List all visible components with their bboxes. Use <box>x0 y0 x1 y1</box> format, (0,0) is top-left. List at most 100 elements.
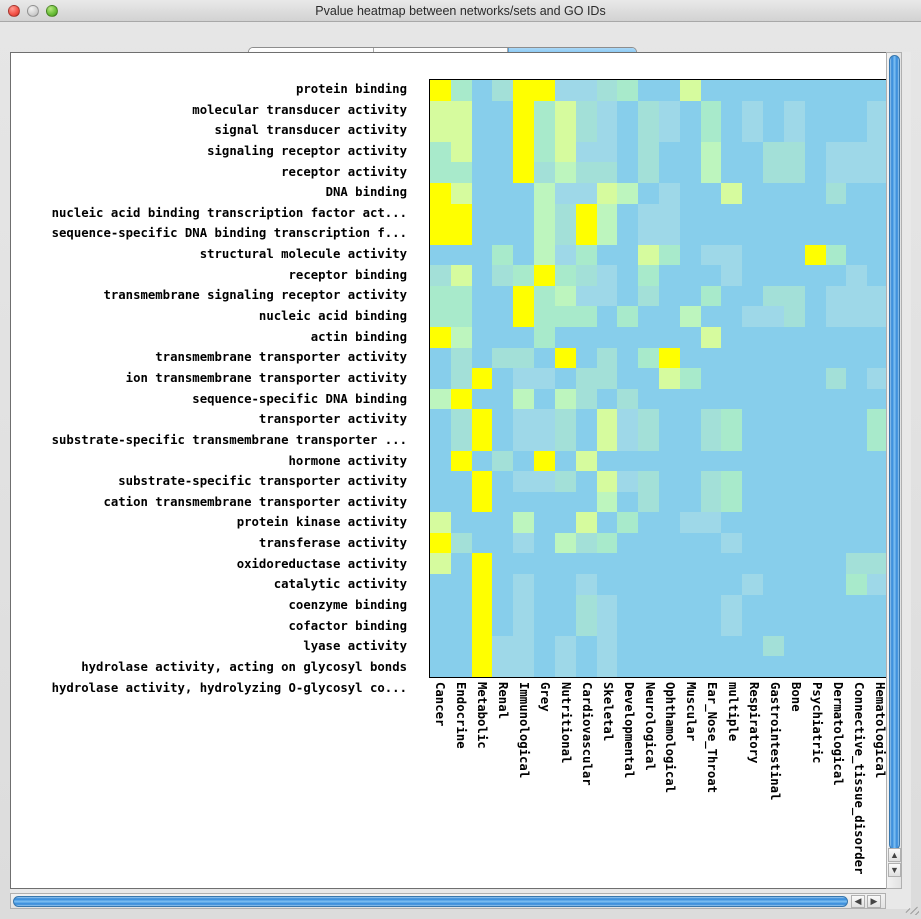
heatmap-cell[interactable] <box>783 388 805 410</box>
heatmap-cell[interactable] <box>742 429 764 451</box>
heatmap-cell[interactable] <box>638 512 659 533</box>
heatmap-cell[interactable] <box>575 368 597 389</box>
heatmap-cell[interactable] <box>554 224 576 245</box>
heatmap-cell[interactable] <box>575 409 597 430</box>
heatmap-cell[interactable] <box>659 450 680 472</box>
heatmap-cell[interactable] <box>513 306 535 328</box>
heatmap-cell[interactable] <box>554 80 576 101</box>
heatmap-cell[interactable] <box>659 162 680 183</box>
heatmap-cell[interactable] <box>659 491 680 513</box>
heatmap-cell[interactable] <box>617 532 639 554</box>
heatmap-cell[interactable] <box>700 80 722 101</box>
heatmap-cell[interactable] <box>659 553 680 575</box>
heatmap-cell[interactable] <box>825 80 847 101</box>
heatmap-cell[interactable] <box>513 368 535 389</box>
heatmap-cell[interactable] <box>430 553 451 575</box>
heatmap-cell[interactable] <box>763 388 784 410</box>
heatmap-cell[interactable] <box>575 429 597 451</box>
heatmap-cell[interactable] <box>513 574 535 595</box>
heatmap-cell[interactable] <box>742 388 764 410</box>
heatmap-cell[interactable] <box>534 615 555 636</box>
heatmap-cell[interactable] <box>513 635 535 657</box>
heatmap-cell[interactable] <box>596 182 618 204</box>
heatmap-cell[interactable] <box>430 574 451 595</box>
heatmap-cell[interactable] <box>575 656 597 677</box>
heatmap-cell[interactable] <box>679 285 701 307</box>
heatmap-cell[interactable] <box>825 450 847 472</box>
heatmap-cell[interactable] <box>596 100 618 122</box>
heatmap-cell[interactable] <box>867 347 888 369</box>
heatmap-cell[interactable] <box>554 182 576 204</box>
heatmap-cell[interactable] <box>638 532 659 554</box>
heatmap-cell[interactable] <box>638 615 659 636</box>
heatmap-cell[interactable] <box>679 512 701 533</box>
heatmap-cell[interactable] <box>492 265 514 286</box>
heatmap-cell[interactable] <box>721 100 743 122</box>
heatmap-cell[interactable] <box>450 347 472 369</box>
heatmap-cell[interactable] <box>596 327 618 348</box>
heatmap-cell[interactable] <box>763 471 784 492</box>
heatmap-cell[interactable] <box>492 182 514 204</box>
heatmap-cell[interactable] <box>596 203 618 225</box>
heatmap-cell[interactable] <box>513 100 535 122</box>
heatmap-cell[interactable] <box>804 203 826 225</box>
heatmap-cell[interactable] <box>742 265 764 286</box>
heatmap-cell[interactable] <box>492 553 514 575</box>
heatmap-cell[interactable] <box>450 306 472 328</box>
heatmap-cell[interactable] <box>596 285 618 307</box>
heatmap-cell[interactable] <box>846 429 868 451</box>
heatmap-cell[interactable] <box>742 615 764 636</box>
heatmap-cell[interactable] <box>617 429 639 451</box>
heatmap-cell[interactable] <box>554 265 576 286</box>
heatmap-cell[interactable] <box>554 615 576 636</box>
heatmap-cell[interactable] <box>554 285 576 307</box>
heatmap-cell[interactable] <box>659 306 680 328</box>
heatmap-cell[interactable] <box>783 162 805 183</box>
heatmap-cell[interactable] <box>513 224 535 245</box>
heatmap-cell[interactable] <box>617 244 639 266</box>
heatmap-cell[interactable] <box>825 224 847 245</box>
heatmap-cell[interactable] <box>638 306 659 328</box>
heatmap-cell[interactable] <box>492 491 514 513</box>
heatmap-cell[interactable] <box>783 635 805 657</box>
heatmap-cell[interactable] <box>804 429 826 451</box>
heatmap-cell[interactable] <box>513 141 535 163</box>
heatmap-cell[interactable] <box>804 224 826 245</box>
heatmap-cell[interactable] <box>575 491 597 513</box>
heatmap-cell[interactable] <box>763 182 784 204</box>
heatmap-cell[interactable] <box>638 656 659 677</box>
heatmap-cell[interactable] <box>638 491 659 513</box>
heatmap-cell[interactable] <box>867 512 888 533</box>
heatmap-cell[interactable] <box>534 388 555 410</box>
heatmap-cell[interactable] <box>471 162 493 183</box>
heatmap-cell[interactable] <box>575 265 597 286</box>
heatmap-cell[interactable] <box>700 471 722 492</box>
heatmap-cell[interactable] <box>679 594 701 616</box>
heatmap-cell[interactable] <box>804 306 826 328</box>
heatmap-cell[interactable] <box>450 553 472 575</box>
heatmap-cell[interactable] <box>534 429 555 451</box>
heatmap-cell[interactable] <box>638 162 659 183</box>
heatmap-cell[interactable] <box>679 162 701 183</box>
heatmap-cell[interactable] <box>804 368 826 389</box>
heatmap-cell[interactable] <box>700 182 722 204</box>
heatmap-cell[interactable] <box>846 471 868 492</box>
heatmap-cell[interactable] <box>763 368 784 389</box>
heatmap-cell[interactable] <box>763 429 784 451</box>
heatmap-cell[interactable] <box>554 244 576 266</box>
heatmap-cell[interactable] <box>554 327 576 348</box>
heatmap-cell[interactable] <box>742 80 764 101</box>
heatmap-cell[interactable] <box>638 100 659 122</box>
heatmap-cell[interactable] <box>763 265 784 286</box>
heatmap-cell[interactable] <box>596 121 618 142</box>
heatmap-cell[interactable] <box>638 347 659 369</box>
heatmap-cell[interactable] <box>825 285 847 307</box>
heatmap-cell[interactable] <box>471 224 493 245</box>
heatmap-cell[interactable] <box>617 327 639 348</box>
heatmap-cell[interactable] <box>596 244 618 266</box>
heatmap-cell[interactable] <box>825 615 847 636</box>
heatmap-cell[interactable] <box>575 162 597 183</box>
heatmap-cell[interactable] <box>867 244 888 266</box>
heatmap-cell[interactable] <box>783 429 805 451</box>
heatmap-cell[interactable] <box>638 471 659 492</box>
